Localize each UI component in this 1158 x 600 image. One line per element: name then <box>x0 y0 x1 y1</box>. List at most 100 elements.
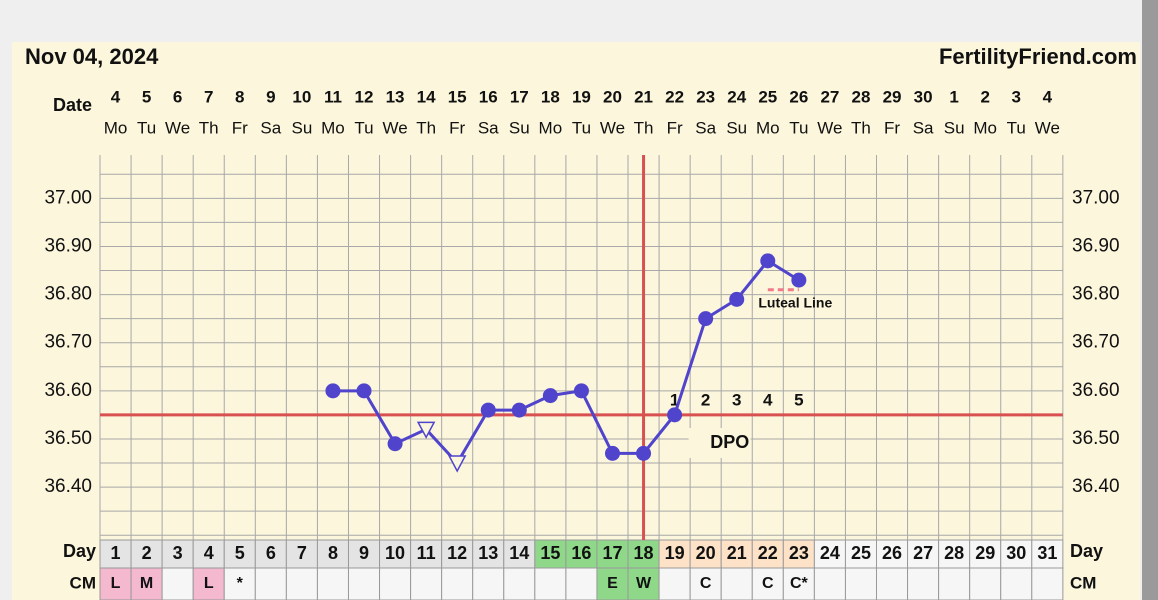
weekday: We <box>600 118 625 137</box>
date-number: 1 <box>949 87 958 106</box>
weekday: We <box>165 118 190 137</box>
temperature-point <box>511 402 527 418</box>
weekday: Fr <box>449 118 465 137</box>
day-number: 2 <box>142 543 152 563</box>
day-cell <box>969 539 1002 569</box>
y-tick-label: 36.90 <box>44 235 92 256</box>
cm-cell <box>938 567 971 600</box>
day-number: 15 <box>540 543 560 563</box>
weekday: Mo <box>321 118 345 137</box>
temperature-line <box>332 258 800 466</box>
day-number: 13 <box>478 543 498 563</box>
day-number: 28 <box>944 543 964 563</box>
cm-cell <box>813 567 846 600</box>
day-number: 10 <box>385 543 405 563</box>
weekday: Su <box>291 118 312 137</box>
day-number: 20 <box>696 543 716 563</box>
day-number: 12 <box>447 543 467 563</box>
day-number: 16 <box>571 543 591 563</box>
y-tick-label-right: 37.00 <box>1072 187 1120 208</box>
temperature-point <box>791 272 807 288</box>
temperature-point <box>387 436 403 452</box>
date-number: 14 <box>417 87 436 106</box>
day-cell <box>565 539 598 569</box>
day-cell <box>1031 539 1064 569</box>
chart-date: Nov 04, 2024 <box>25 44 159 69</box>
day-number: 7 <box>297 543 307 563</box>
day-cell <box>410 539 443 569</box>
y-tick-label: 36.60 <box>44 380 92 401</box>
weekday: Su <box>726 118 747 137</box>
day-number: 21 <box>727 543 747 563</box>
cm-cell <box>1000 567 1033 600</box>
temperature-point <box>573 383 589 399</box>
cm-label-right: CM <box>1070 573 1096 592</box>
date-number: 4 <box>111 87 121 106</box>
day-number: 9 <box>359 543 369 563</box>
weekday: Sa <box>260 118 281 137</box>
day-number: 24 <box>820 543 840 563</box>
dpo-number: 3 <box>732 390 741 409</box>
day-number: 8 <box>328 543 338 563</box>
y-tick-label: 36.70 <box>44 332 92 353</box>
cm-value: C <box>762 575 774 592</box>
day-number: 1 <box>111 543 121 563</box>
cm-cell <box>410 567 443 600</box>
date-number: 18 <box>541 87 560 106</box>
cm-cell <box>844 567 878 600</box>
cm-cell <box>441 567 474 600</box>
day-number: 3 <box>173 543 183 563</box>
date-number: 5 <box>142 87 151 106</box>
date-number: 19 <box>572 87 591 106</box>
temperature-point <box>729 291 745 307</box>
temperature-point <box>325 383 341 399</box>
day-number: 27 <box>913 543 933 563</box>
weekday: Sa <box>695 118 716 137</box>
date-number: 28 <box>852 87 871 106</box>
date-number: 15 <box>448 87 467 106</box>
date-number: 9 <box>266 87 275 106</box>
day-number: 18 <box>634 543 654 563</box>
dpo-label: DPO <box>710 432 749 452</box>
weekday: Fr <box>667 118 683 137</box>
weekday: Sa <box>478 118 499 137</box>
weekday: We <box>382 118 407 137</box>
cm-value: M <box>140 575 153 592</box>
day-cell <box>99 539 132 569</box>
date-number: 12 <box>355 87 374 106</box>
cm-cell <box>596 567 629 600</box>
chart-background <box>12 42 1140 600</box>
day-number: 26 <box>882 543 902 563</box>
luteal-label: Luteal Line <box>758 294 832 310</box>
date-number: 6 <box>173 87 182 106</box>
cm-value: * <box>237 575 244 592</box>
cm-cell <box>472 567 505 600</box>
weekday: We <box>817 118 842 137</box>
cm-value: W <box>636 575 652 592</box>
day-cell <box>534 539 567 569</box>
day-cell <box>441 539 474 569</box>
day-number: 25 <box>851 543 871 563</box>
dpo-number: 2 <box>701 390 710 409</box>
dpo-number: 5 <box>794 390 803 409</box>
weekday: Mo <box>973 118 997 137</box>
y-tick-label: 36.80 <box>44 284 92 305</box>
date-number: 13 <box>386 87 405 106</box>
weekday: Tu <box>354 118 373 137</box>
date-number: 7 <box>204 87 213 106</box>
y-tick-label: 37.00 <box>44 187 92 208</box>
date-number: 30 <box>914 87 933 106</box>
scrollbar <box>1142 0 1158 600</box>
cm-cell <box>130 567 163 600</box>
weekday: Tu <box>789 118 808 137</box>
day-cell <box>254 539 287 569</box>
cm-value: E <box>607 575 618 592</box>
day-cell <box>285 539 318 569</box>
cm-cell <box>379 567 412 600</box>
date-number: 2 <box>980 87 989 106</box>
y-tick-label-right: 36.40 <box>1072 476 1120 497</box>
cm-cell <box>1031 567 1064 600</box>
dpo-number: 4 <box>763 390 773 409</box>
